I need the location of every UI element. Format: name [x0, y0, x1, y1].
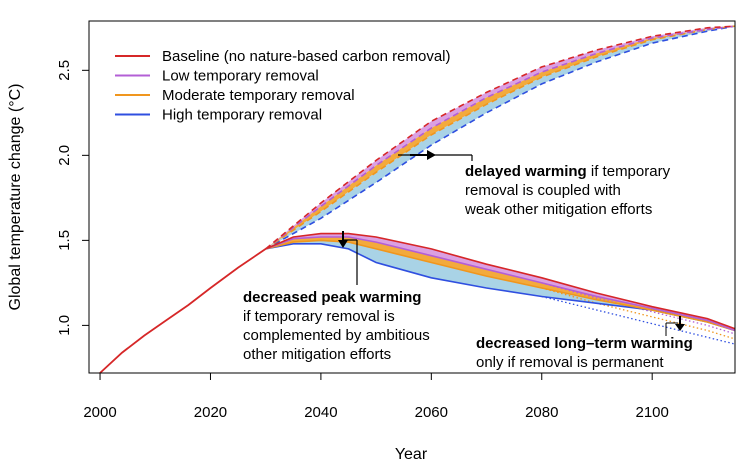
ambitious-mitigation-band-3 — [265, 240, 735, 331]
permanent-removal-dotted-3 — [541, 295, 736, 345]
x-axis: 2000 2020 2040 2060 2080 2100 — [83, 373, 669, 421]
long-term-bold: decreased long–term warming — [476, 335, 693, 352]
series-lines — [99, 25, 736, 374]
annotation-delayed-warming: delayed warming if temporary removal is … — [398, 150, 671, 218]
delayed-warming-arrowhead — [427, 150, 436, 160]
weak-mitigation-line-1 — [265, 25, 736, 250]
svg-text:delayed warming if temporary: delayed warming if temporary — [465, 163, 671, 180]
ambitious-mitigation-line-2 — [265, 239, 736, 332]
peak-warming-bold: decreased peak warming — [243, 289, 421, 306]
weak-mitigation-line-2 — [265, 25, 736, 250]
x-tick-label-2020: 2020 — [194, 404, 227, 421]
peak-warming-line-2: complemented by ambitious — [243, 327, 430, 344]
y-axis-title: Global temperature change (°C) — [7, 84, 24, 311]
y-tick-label-2: 2.0 — [56, 145, 73, 166]
annotation-decreased-peak-warming: decreased peak warming if temporary remo… — [243, 231, 430, 363]
band-fills — [265, 26, 735, 331]
weak-mitigation-line-0 — [265, 25, 736, 250]
x-tick-label-2100: 2100 — [635, 404, 668, 421]
legend-label-2: Moderate temporary removal — [162, 87, 355, 104]
permanent-removal-dotted-2 — [541, 287, 736, 340]
legend-label-0: Baseline (no nature-based carbon removal… — [162, 48, 451, 65]
legend-label-1: Low temporary removal — [162, 68, 319, 85]
x-tick-label-2040: 2040 — [304, 404, 337, 421]
long-term-line-1: only if removal is permanent — [476, 354, 664, 371]
x-axis-title: Year — [395, 446, 428, 463]
delayed-warming-line-3: weak other mitigation efforts — [464, 201, 652, 218]
y-tick-label-2.5: 2.5 — [56, 60, 73, 81]
ambitious-mitigation-line-0 — [265, 232, 736, 330]
x-tick-label-2080: 2080 — [525, 404, 558, 421]
permanent-removal-dotted-1 — [541, 282, 736, 335]
plot-frame — [88, 20, 736, 374]
legend-label-3: High temporary removal — [162, 107, 322, 124]
delayed-warming-line-2: removal is coupled with — [465, 182, 621, 199]
delayed-warming-bold: delayed warming — [465, 163, 587, 180]
x-tick-label-2000: 2000 — [83, 404, 116, 421]
historical-line — [99, 248, 267, 374]
y-tick-label-1: 1.0 — [56, 315, 73, 336]
peak-warming-arrowhead — [338, 240, 348, 248]
y-tick-label-1.5: 1.5 — [56, 230, 73, 251]
delayed-warming-line-1: if temporary — [587, 163, 671, 180]
y-axis: 1.0 1.5 2.0 2.5 — [56, 60, 89, 336]
ambitious-mitigation-line-1 — [265, 236, 736, 332]
weak-mitigation-line-3 — [265, 25, 736, 250]
peak-warming-line-1: if temporary removal is — [243, 308, 395, 325]
x-tick-label-2060: 2060 — [415, 404, 448, 421]
annotation-long-term-warming: decreased long–term warming only if remo… — [476, 316, 693, 371]
long-term-arrowhead — [675, 324, 685, 331]
peak-warming-line-3: other mitigation efforts — [243, 346, 391, 363]
legend: Baseline (no nature-based carbon removal… — [115, 48, 451, 124]
